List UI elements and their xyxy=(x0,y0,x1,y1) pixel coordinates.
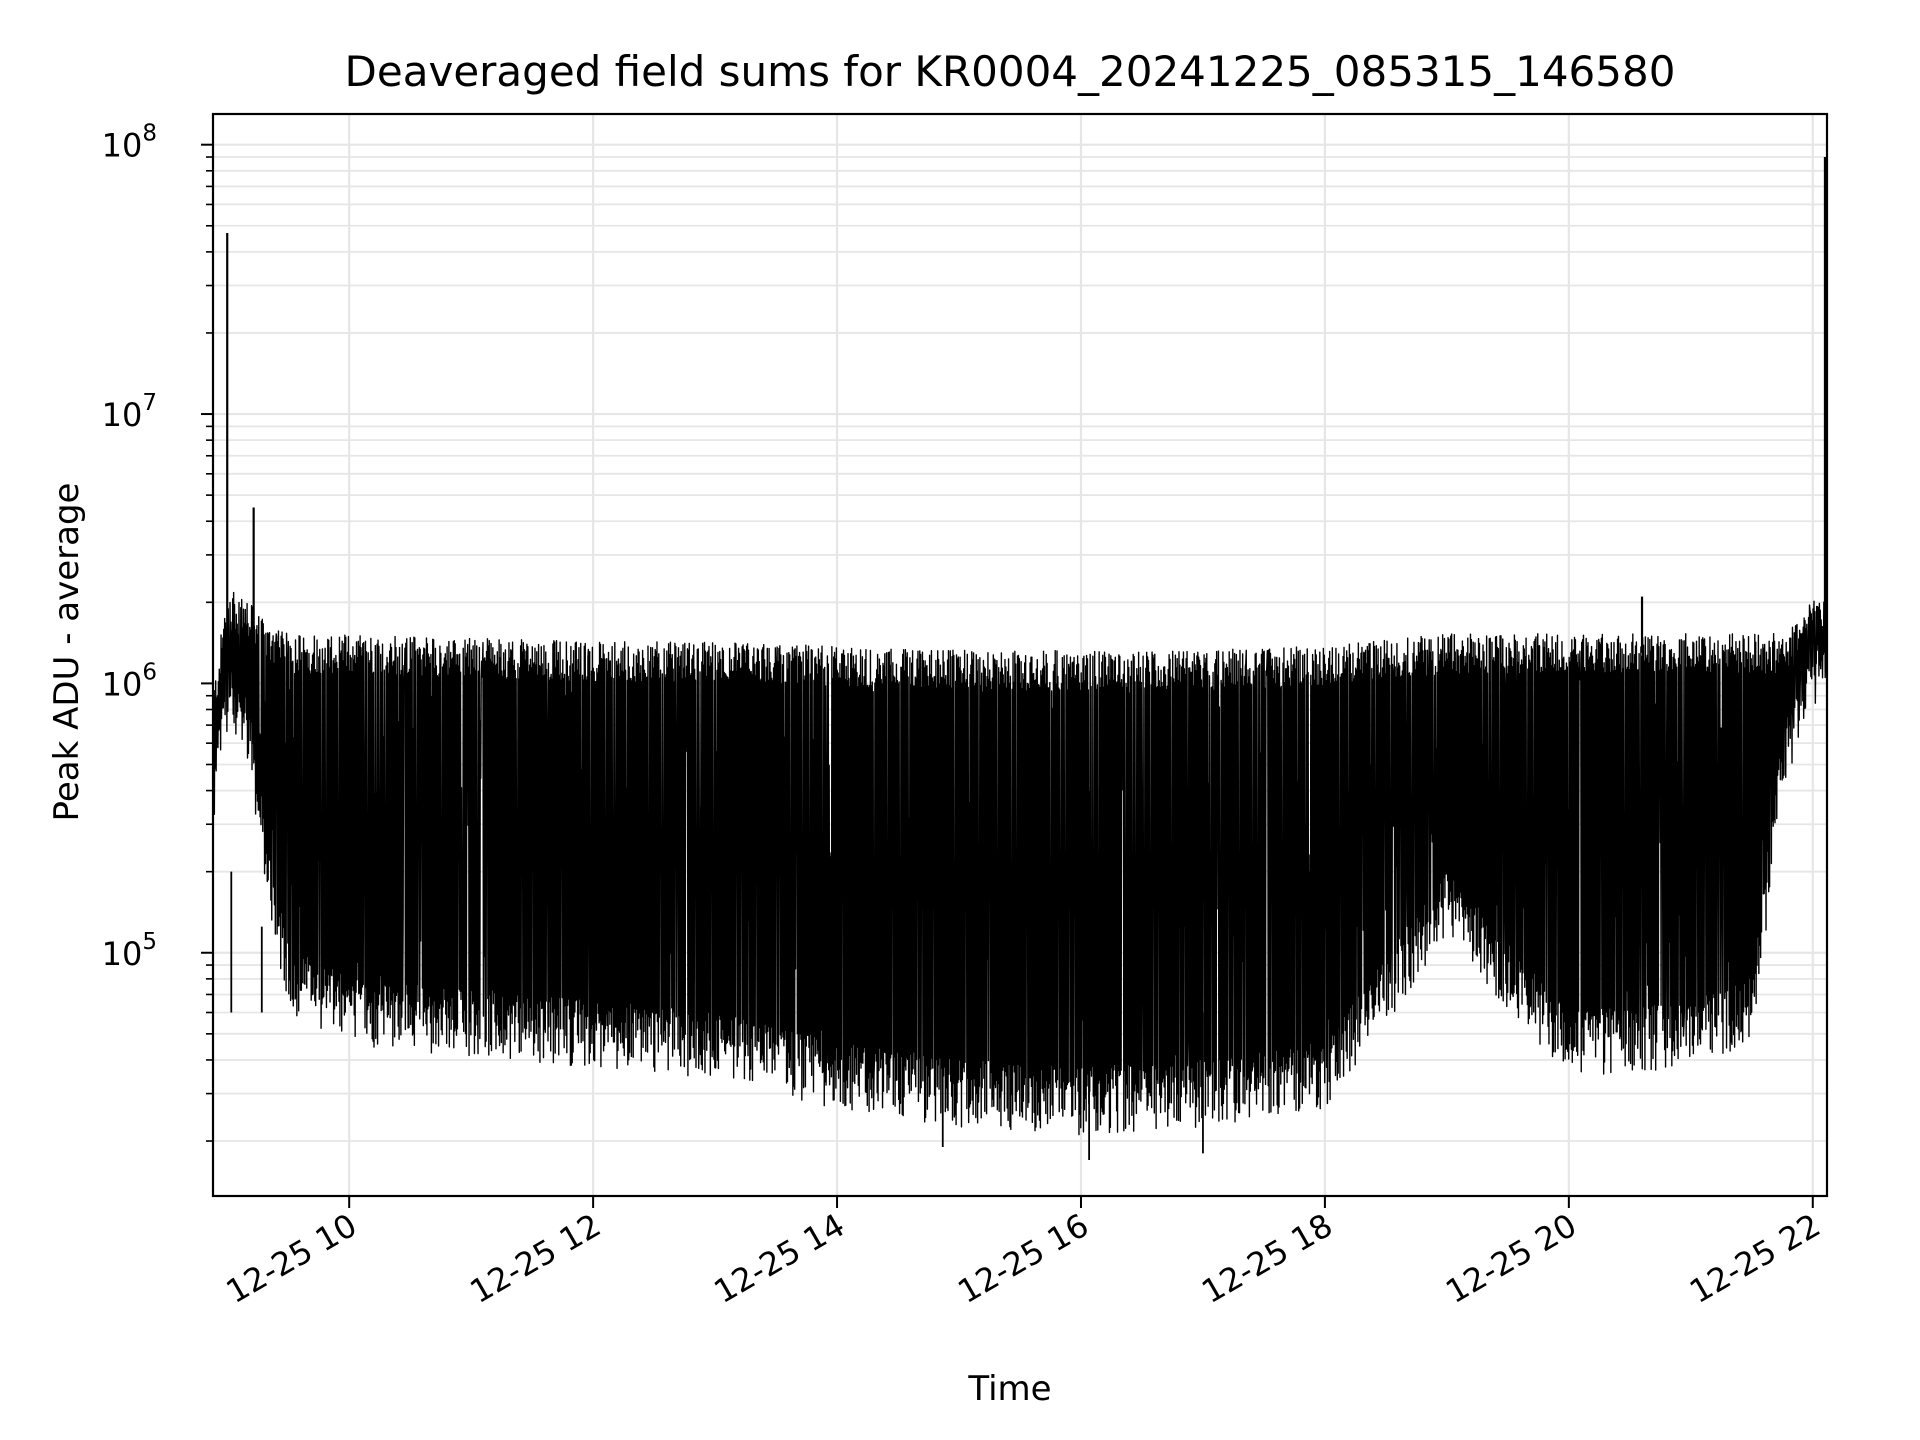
y-tick-label: 105 xyxy=(102,929,157,973)
y-tick-label: 108 xyxy=(102,121,157,165)
x-tick-label: 12-25 14 xyxy=(707,1206,851,1311)
x-tick-label: 12-25 16 xyxy=(951,1206,1095,1311)
x-tick-label: 12-25 10 xyxy=(220,1206,364,1311)
plot-frame xyxy=(211,112,1829,1198)
y-tick-label: 107 xyxy=(102,390,157,434)
data-line xyxy=(212,591,1828,1136)
x-tick-label: 12-25 18 xyxy=(1195,1206,1339,1311)
y-axis-label: Peak ADU - average xyxy=(47,483,87,822)
x-tick-label: 12-25 12 xyxy=(464,1206,608,1311)
plot-area: 105 106 107 108 12-25 10 12-25 12 12-25 14 12-2… xyxy=(102,112,1829,1311)
chart-title: Deaveraged field sums for KR0004_2024122… xyxy=(345,47,1676,96)
x-tick-label: 12-25 22 xyxy=(1683,1206,1827,1311)
x-axis-label: Time xyxy=(967,1369,1051,1409)
y-tick-label: 106 xyxy=(102,659,157,703)
x-tick-label: 12-25 20 xyxy=(1439,1206,1583,1311)
